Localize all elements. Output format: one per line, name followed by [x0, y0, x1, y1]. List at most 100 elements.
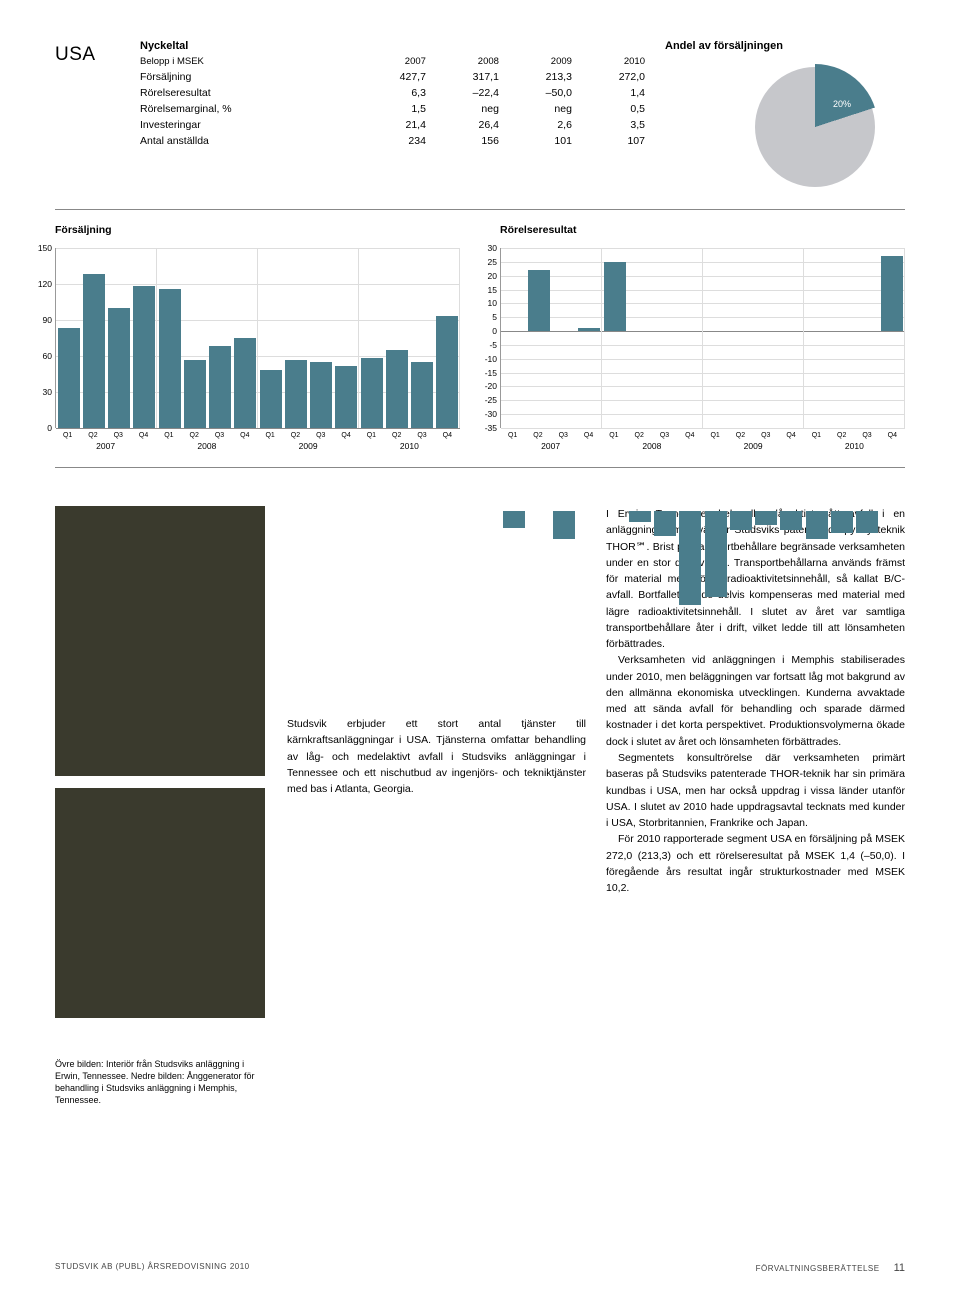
chart-ytick: 15 [477, 285, 497, 295]
body-text: Studsvik erbjuder ett stort antal tjänst… [287, 506, 905, 1030]
chart-ytick: 30 [32, 387, 52, 397]
chart-xtick: Q1 [601, 432, 626, 439]
bar-group [501, 248, 602, 428]
image-caption: Övre bilden: Interiör från Studsviks anl… [55, 1058, 265, 1107]
chart-xtick: Q4 [576, 432, 601, 439]
chart-xtick: Q1 [258, 432, 283, 439]
table-row: Försäljning427,7317,1213,3272,0 [140, 69, 645, 85]
row-label: Investeringar [140, 117, 353, 133]
cell-value: 3,5 [572, 117, 645, 133]
col-year: 2009 [499, 54, 572, 69]
chart-ytick: -15 [477, 368, 497, 378]
table-row: Antal anställda234156101107 [140, 133, 645, 149]
chart-year-label: 2007 [500, 441, 601, 451]
chart-xtick: Q4 [677, 432, 702, 439]
chart-xtick: Q3 [854, 432, 879, 439]
bar-group [157, 248, 258, 428]
chart-xtick: Q4 [333, 432, 358, 439]
cell-value: 213,3 [499, 69, 572, 85]
nyckeltal-subheading: Belopp i MSEK [140, 54, 353, 69]
bar-group [602, 248, 703, 428]
chart-xtick: Q1 [804, 432, 829, 439]
body-paragraph: För 2010 rapporterade segment USA en för… [606, 831, 905, 896]
cell-value: 21,4 [353, 117, 426, 133]
chart-year-label: 2008 [156, 441, 257, 451]
chart-xtick: Q2 [182, 432, 207, 439]
chart-ytick: -20 [477, 381, 497, 391]
chart-xtick: Q1 [55, 432, 80, 439]
col-year: 2008 [426, 54, 499, 69]
chart-ytick: -10 [477, 354, 497, 364]
chart-xtick: Q3 [308, 432, 333, 439]
chart-year-label: 2010 [359, 441, 460, 451]
chart-year-label: 2007 [55, 441, 156, 451]
body-paragraph: Segmentets konsultrörelse där verksamhet… [606, 750, 905, 831]
footer-page-number: 11 [894, 1262, 905, 1274]
row-label: Antal anställda [140, 133, 353, 149]
pie-chart: 20% [755, 67, 875, 187]
chart-year-label: 2008 [601, 441, 702, 451]
cell-value: 1,5 [353, 101, 426, 117]
chart-ytick: 60 [32, 351, 52, 361]
pie-slice-label: 20% [833, 99, 851, 109]
sales-chart: Försäljning 0306090120150 Q1Q2Q3Q4Q1Q2Q3… [55, 224, 460, 451]
chart-xtick: Q3 [551, 432, 576, 439]
table-row: Investeringar21,426,42,63,5 [140, 117, 645, 133]
chart-title: Rörelseresultat [500, 224, 905, 236]
col-year: 2007 [353, 54, 426, 69]
image-column [55, 506, 265, 1030]
chart-ytick: 5 [477, 312, 497, 322]
cell-value: –50,0 [499, 85, 572, 101]
table-row: Rörelseresultat6,3–22,4–50,01,4 [140, 85, 645, 101]
nyckeltal-table: Belopp i MSEK 2007 2008 2009 2010 Försäl… [140, 54, 645, 149]
cell-value: 6,3 [353, 85, 426, 101]
col-year: 2010 [572, 54, 645, 69]
page-footer: STUDSVIK AB (PUBL) ÅRSREDOVISNING 2010 F… [55, 1262, 905, 1274]
bar-group [359, 248, 460, 428]
pie-title: Andel av försäljningen [665, 40, 905, 52]
intro-paragraph: Studsvik erbjuder ett stort antal tjänst… [287, 716, 586, 797]
cell-value: 101 [499, 133, 572, 149]
row-label: Rörelsemarginal, % [140, 101, 353, 117]
body-paragraph: Verksamheten vid anläggningen i Memphis … [606, 652, 905, 750]
chart-xtick: Q4 [131, 432, 156, 439]
cell-value: 107 [572, 133, 645, 149]
chart-ytick: 20 [477, 271, 497, 281]
chart-year-label: 2010 [804, 441, 905, 451]
chart-ytick: 25 [477, 257, 497, 267]
pie-block: Andel av försäljningen 20% [665, 40, 905, 187]
footer-right: FÖRVALTNINGSBERÄTTELSE [756, 1264, 880, 1273]
chart-ytick: 90 [32, 315, 52, 325]
chart-xtick: Q1 [703, 432, 728, 439]
cell-value: 26,4 [426, 117, 499, 133]
chart-xtick: Q3 [106, 432, 131, 439]
chart-xtick: Q3 [652, 432, 677, 439]
chart-ytick: 0 [477, 326, 497, 336]
chart-xtick: Q4 [778, 432, 803, 439]
table-row: Rörelsemarginal, %1,5negneg0,5 [140, 101, 645, 117]
chart-xtick: Q1 [156, 432, 181, 439]
cell-value: 234 [353, 133, 426, 149]
nyckeltal-block: Nyckeltal Belopp i MSEK 2007 2008 2009 2… [140, 40, 645, 187]
bar-group [56, 248, 157, 428]
bar-group [804, 248, 905, 428]
chart-xtick: Q2 [829, 432, 854, 439]
chart-xtick: Q2 [283, 432, 308, 439]
chart-xtick: Q1 [500, 432, 525, 439]
row-label: Rörelseresultat [140, 85, 353, 101]
cell-value: 272,0 [572, 69, 645, 85]
chart-xtick: Q2 [384, 432, 409, 439]
cell-value: –22,4 [426, 85, 499, 101]
chart-xtick: Q2 [728, 432, 753, 439]
chart-xtick: Q3 [753, 432, 778, 439]
chart-year-label: 2009 [258, 441, 359, 451]
chart-ytick: 0 [32, 423, 52, 433]
cell-value: 2,6 [499, 117, 572, 133]
chart-xtick: Q1 [359, 432, 384, 439]
chart-title: Försäljning [55, 224, 460, 236]
cell-value: 317,1 [426, 69, 499, 85]
chart-ytick: -35 [477, 423, 497, 433]
chart-xtick: Q2 [627, 432, 652, 439]
nyckeltal-heading: Nyckeltal [140, 40, 645, 52]
photo-erwin [55, 506, 265, 776]
